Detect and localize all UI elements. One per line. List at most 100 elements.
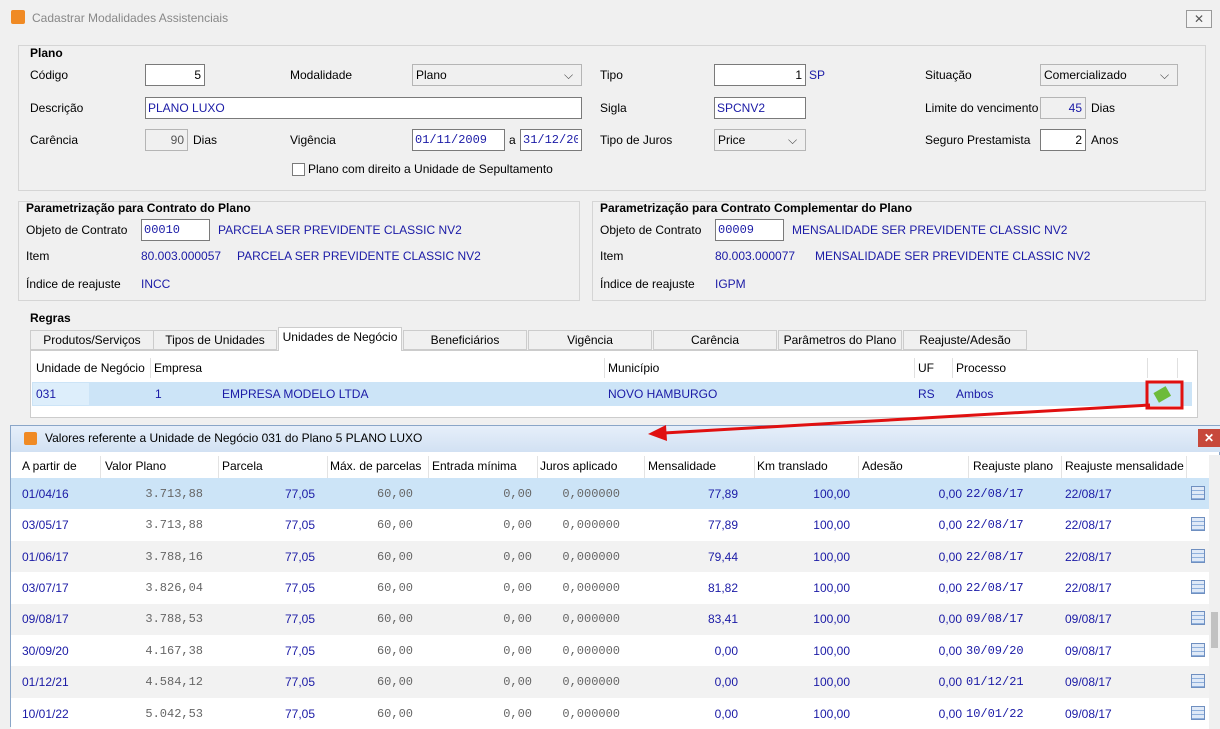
label: Carência bbox=[30, 133, 79, 147]
row-icon[interactable] bbox=[1191, 579, 1205, 594]
tab[interactable] bbox=[403, 330, 527, 350]
input[interactable] bbox=[1040, 97, 1086, 119]
input-value: 90 bbox=[170, 133, 184, 147]
tab[interactable] bbox=[278, 327, 402, 351]
row-icon[interactable] bbox=[1191, 642, 1205, 657]
label: Tipo bbox=[600, 68, 623, 82]
row[interactable] bbox=[11, 635, 1209, 667]
label: IGPM bbox=[715, 277, 746, 291]
popup-close[interactable]: ✕ bbox=[1198, 429, 1220, 447]
input-value: SPCNV2 bbox=[717, 101, 766, 115]
input[interactable] bbox=[145, 64, 205, 86]
cell: 77,89 bbox=[707, 518, 738, 533]
cell: 0,000000 bbox=[562, 580, 620, 595]
cell: 09/08/17 bbox=[1065, 612, 1112, 627]
row-icon[interactable] bbox=[1191, 517, 1205, 532]
select-value: Price bbox=[718, 133, 746, 147]
money-icon[interactable] bbox=[1153, 386, 1172, 403]
input[interactable] bbox=[145, 129, 188, 151]
select[interactable] bbox=[412, 64, 582, 86]
cell: 0,000000 bbox=[562, 643, 620, 658]
label: Anos bbox=[1091, 133, 1119, 147]
row[interactable] bbox=[11, 572, 1209, 604]
cell: 0,00 bbox=[938, 486, 962, 501]
group-title: Parametrização para Contrato do Plano bbox=[26, 201, 251, 215]
row-icon[interactable] bbox=[1191, 548, 1205, 563]
tab-label: Reajuste/Adesão bbox=[919, 333, 1011, 347]
cell: 0,00 bbox=[503, 549, 532, 564]
row-icon[interactable] bbox=[1191, 674, 1205, 689]
column-separator bbox=[754, 456, 755, 478]
cell: 100,00 bbox=[813, 549, 850, 564]
cell: 09/08/17 bbox=[966, 612, 1024, 627]
row-icon[interactable] bbox=[1191, 485, 1205, 500]
close-button[interactable]: ✕ bbox=[1186, 10, 1212, 28]
scroll-thumb[interactable] bbox=[1211, 612, 1218, 648]
tab[interactable] bbox=[903, 330, 1027, 350]
cell: 81,82 bbox=[707, 580, 738, 595]
cell: 77,05 bbox=[284, 518, 315, 533]
tab-label: Beneficiários bbox=[430, 333, 500, 347]
row[interactable] bbox=[11, 478, 1209, 510]
row[interactable] bbox=[11, 540, 1209, 573]
cell: 0,000000 bbox=[562, 706, 620, 721]
row[interactable] bbox=[32, 382, 1192, 406]
column-header: A partir de bbox=[22, 459, 77, 473]
input[interactable] bbox=[714, 64, 806, 86]
input-value: 00010 bbox=[144, 223, 181, 237]
cell: 77,05 bbox=[284, 486, 315, 501]
input[interactable] bbox=[1040, 129, 1086, 151]
tab[interactable] bbox=[778, 330, 902, 350]
input[interactable] bbox=[520, 129, 582, 151]
label: Modalidade bbox=[290, 68, 353, 82]
label: MENSALIDADE SER PREVIDENTE CLASSIC NV2 bbox=[792, 223, 1068, 237]
tab[interactable] bbox=[528, 330, 652, 350]
cell: EMPRESA MODELO LTDA bbox=[222, 387, 369, 401]
row-icon[interactable] bbox=[1191, 611, 1205, 626]
input[interactable] bbox=[715, 219, 784, 241]
select[interactable] bbox=[1040, 64, 1178, 86]
row[interactable] bbox=[11, 697, 1209, 729]
cell: 09/08/17 bbox=[1065, 675, 1112, 690]
cell: NOVO HAMBURGO bbox=[608, 387, 718, 401]
tab[interactable] bbox=[153, 330, 277, 350]
tab[interactable] bbox=[653, 330, 777, 350]
cell: 5.042,53 bbox=[145, 706, 203, 721]
cell: 60,00 bbox=[376, 612, 413, 627]
input[interactable] bbox=[412, 129, 505, 151]
select[interactable] bbox=[714, 129, 806, 151]
label: SP bbox=[809, 68, 826, 82]
row[interactable] bbox=[11, 509, 1209, 541]
input[interactable] bbox=[714, 97, 806, 119]
cell: 60,00 bbox=[376, 706, 413, 721]
input[interactable] bbox=[141, 219, 210, 241]
column-header: Adesão bbox=[862, 459, 903, 473]
column-header: Juros aplicado bbox=[540, 459, 618, 473]
column-separator bbox=[218, 456, 219, 478]
column-separator bbox=[428, 456, 429, 478]
popup-icon bbox=[24, 432, 37, 445]
cell: 77,05 bbox=[284, 643, 315, 658]
select-arrow: ⌵ bbox=[788, 133, 798, 147]
input[interactable] bbox=[145, 97, 582, 119]
cell: 03/05/17 bbox=[22, 518, 69, 533]
input-value: 31/12/2019 bbox=[523, 133, 578, 147]
cell: 60,00 bbox=[376, 518, 413, 533]
input-value: 45 bbox=[1068, 101, 1082, 115]
row-icon[interactable] bbox=[1191, 705, 1205, 720]
contrato-group bbox=[18, 201, 580, 301]
cell: 22/08/17 bbox=[1065, 518, 1112, 533]
popup-title-bar bbox=[11, 426, 1220, 452]
cell: 77,05 bbox=[284, 549, 315, 564]
column-header: Reajuste mensalidade bbox=[1065, 459, 1184, 473]
row[interactable] bbox=[11, 603, 1209, 635]
column-header: Mensalidade bbox=[648, 459, 717, 473]
select-value: Plano bbox=[416, 68, 447, 82]
cell: 0,000000 bbox=[562, 486, 620, 501]
row[interactable] bbox=[11, 666, 1209, 698]
checkbox[interactable] bbox=[292, 163, 305, 176]
tab-label: Tipos de Unidades bbox=[165, 333, 265, 347]
cell: 100,00 bbox=[813, 643, 850, 658]
cell: Ambos bbox=[956, 387, 994, 401]
label: Dias bbox=[1091, 101, 1116, 115]
